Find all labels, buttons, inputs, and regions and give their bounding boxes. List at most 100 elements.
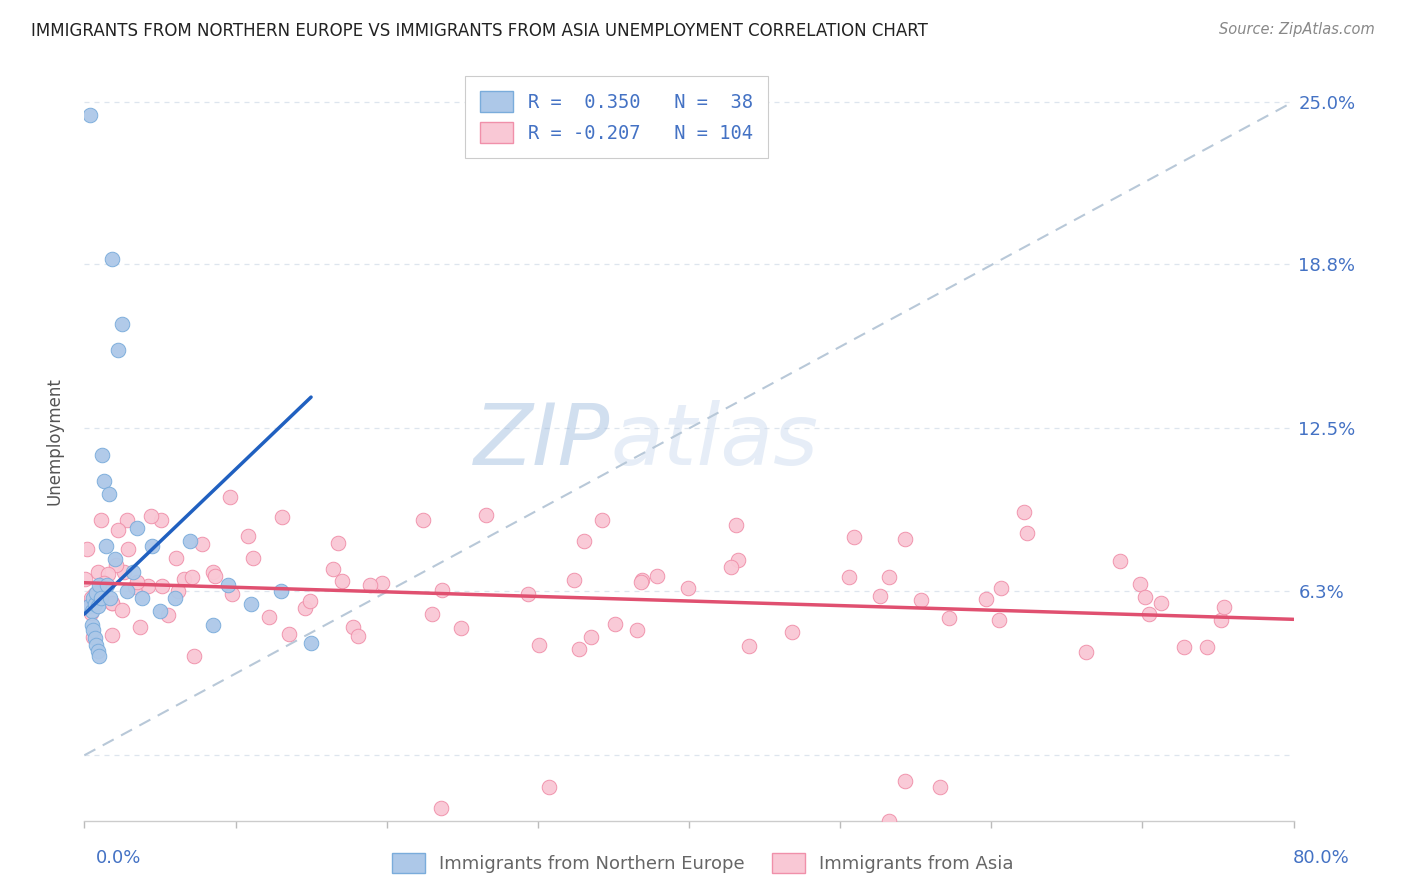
Point bbox=[1133, 590, 1156, 604]
Text: IMMIGRANTS FROM NORTHERN EUROPE VS IMMIGRANTS FROM ASIA UNEMPLOYMENT CORRELATION: IMMIGRANTS FROM NORTHERN EUROPE VS IMMIG… bbox=[31, 22, 928, 40]
Point bbox=[89, 648, 111, 663]
Point bbox=[928, 780, 950, 794]
Point bbox=[1195, 640, 1218, 654]
Point bbox=[165, 591, 187, 606]
Point bbox=[630, 575, 652, 590]
Point bbox=[987, 613, 1010, 627]
Legend: R =  0.350   N =  38, R = -0.207   N = 104: R = 0.350 N = 38, R = -0.207 N = 104 bbox=[464, 76, 768, 158]
Point bbox=[167, 584, 190, 599]
Point bbox=[630, 574, 652, 588]
Point bbox=[82, 591, 104, 606]
Point bbox=[517, 587, 540, 601]
Point bbox=[80, 605, 103, 619]
Point bbox=[79, 591, 101, 606]
Point bbox=[77, 599, 100, 614]
Point bbox=[277, 627, 299, 641]
Point bbox=[149, 605, 172, 619]
Point bbox=[111, 602, 134, 616]
Point bbox=[90, 591, 112, 606]
Point bbox=[83, 588, 105, 602]
Point bbox=[179, 533, 201, 548]
Point bbox=[201, 617, 224, 632]
Text: 0.0%: 0.0% bbox=[96, 849, 141, 867]
Point bbox=[242, 551, 264, 566]
Point bbox=[80, 606, 103, 620]
Point bbox=[86, 586, 108, 600]
Point bbox=[90, 513, 112, 527]
Point bbox=[238, 529, 260, 543]
Point bbox=[111, 317, 134, 331]
Point bbox=[183, 649, 205, 664]
Point bbox=[894, 774, 917, 789]
Point bbox=[79, 108, 101, 122]
Point bbox=[1109, 554, 1132, 568]
Text: Source: ZipAtlas.com: Source: ZipAtlas.com bbox=[1219, 22, 1375, 37]
Point bbox=[100, 596, 122, 610]
Point bbox=[678, 582, 700, 596]
Point bbox=[82, 623, 104, 637]
Point bbox=[149, 513, 172, 527]
Point bbox=[257, 610, 280, 624]
Point bbox=[527, 638, 550, 652]
Point bbox=[475, 508, 498, 522]
Point bbox=[165, 551, 187, 566]
Point bbox=[117, 513, 139, 527]
Point bbox=[877, 570, 900, 584]
Point bbox=[141, 539, 163, 553]
Point bbox=[877, 814, 900, 828]
Point bbox=[579, 630, 602, 644]
Point bbox=[1173, 640, 1195, 655]
Y-axis label: Unemployment: Unemployment bbox=[45, 377, 63, 506]
Point bbox=[429, 800, 451, 814]
Text: 80.0%: 80.0% bbox=[1294, 849, 1350, 867]
Point bbox=[869, 589, 891, 603]
Point bbox=[80, 617, 103, 632]
Point bbox=[87, 566, 110, 580]
Point bbox=[115, 583, 138, 598]
Point bbox=[322, 562, 344, 576]
Point bbox=[93, 474, 115, 488]
Point bbox=[157, 607, 180, 622]
Point bbox=[537, 780, 560, 794]
Point bbox=[181, 569, 204, 583]
Point bbox=[219, 490, 242, 504]
Point bbox=[107, 523, 129, 537]
Point bbox=[84, 597, 107, 611]
Point bbox=[294, 600, 316, 615]
Point bbox=[1137, 607, 1160, 622]
Point bbox=[201, 565, 224, 579]
Point bbox=[720, 560, 742, 574]
Point bbox=[572, 534, 595, 549]
Point bbox=[1150, 596, 1173, 610]
Point bbox=[98, 591, 121, 606]
Point bbox=[80, 594, 103, 608]
Point bbox=[239, 597, 262, 611]
Point bbox=[838, 570, 860, 584]
Point bbox=[96, 578, 118, 592]
Point bbox=[93, 576, 115, 591]
Point bbox=[191, 537, 214, 551]
Point bbox=[1012, 505, 1035, 519]
Point bbox=[371, 576, 394, 591]
Point bbox=[125, 575, 148, 590]
Point bbox=[326, 535, 349, 549]
Point bbox=[412, 513, 434, 527]
Point bbox=[121, 566, 143, 580]
Point bbox=[76, 542, 98, 557]
Point bbox=[124, 580, 146, 594]
Point bbox=[129, 620, 152, 634]
Point bbox=[270, 510, 292, 524]
Point bbox=[91, 448, 114, 462]
Point bbox=[910, 592, 932, 607]
Point bbox=[738, 640, 761, 654]
Point bbox=[131, 591, 153, 606]
Point bbox=[100, 252, 122, 266]
Point bbox=[1129, 577, 1152, 591]
Point bbox=[938, 611, 960, 625]
Point bbox=[86, 584, 108, 599]
Point bbox=[330, 574, 353, 588]
Point bbox=[107, 343, 129, 357]
Point bbox=[562, 573, 585, 587]
Point bbox=[84, 631, 107, 645]
Point bbox=[101, 628, 124, 642]
